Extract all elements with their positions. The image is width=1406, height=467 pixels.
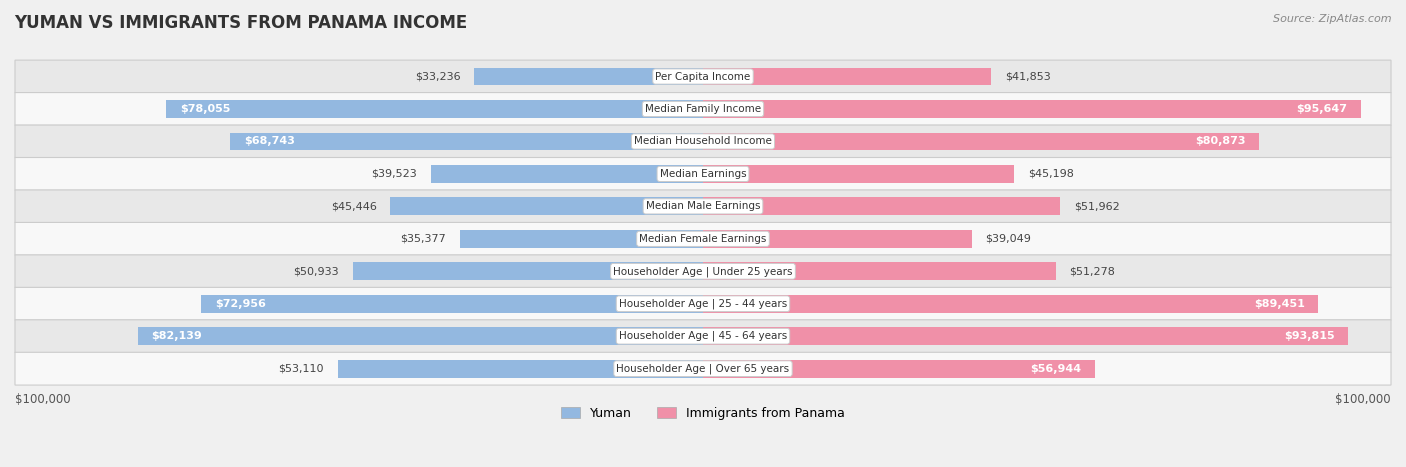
FancyBboxPatch shape: [15, 60, 1391, 93]
Bar: [703, 165, 1014, 183]
Text: Median Female Earnings: Median Female Earnings: [640, 234, 766, 244]
Text: $95,647: $95,647: [1296, 104, 1347, 114]
Text: Source: ZipAtlas.com: Source: ZipAtlas.com: [1274, 14, 1392, 24]
Text: YUMAN VS IMMIGRANTS FROM PANAMA INCOME: YUMAN VS IMMIGRANTS FROM PANAMA INCOME: [14, 14, 467, 32]
Text: $41,853: $41,853: [1005, 71, 1050, 82]
Text: $93,815: $93,815: [1284, 331, 1334, 341]
Bar: [474, 68, 703, 85]
Bar: [138, 327, 703, 345]
Text: Householder Age | Over 65 years: Householder Age | Over 65 years: [616, 363, 790, 374]
FancyBboxPatch shape: [15, 320, 1391, 353]
Text: $35,377: $35,377: [401, 234, 446, 244]
Bar: [337, 360, 703, 378]
FancyBboxPatch shape: [15, 190, 1391, 223]
Text: $39,049: $39,049: [986, 234, 1031, 244]
Text: $80,873: $80,873: [1195, 136, 1246, 147]
Text: Householder Age | Under 25 years: Householder Age | Under 25 years: [613, 266, 793, 276]
Text: $56,944: $56,944: [1029, 364, 1081, 374]
Text: $45,198: $45,198: [1028, 169, 1074, 179]
Bar: [703, 198, 1060, 215]
Bar: [703, 295, 1319, 313]
Bar: [703, 100, 1361, 118]
Text: Householder Age | 45 - 64 years: Householder Age | 45 - 64 years: [619, 331, 787, 341]
Text: $53,110: $53,110: [278, 364, 323, 374]
Text: $72,956: $72,956: [215, 299, 266, 309]
FancyBboxPatch shape: [15, 352, 1391, 385]
Bar: [703, 327, 1348, 345]
Bar: [391, 198, 703, 215]
Text: $100,000: $100,000: [15, 393, 70, 406]
Bar: [703, 262, 1056, 280]
Bar: [703, 360, 1095, 378]
Text: Median Earnings: Median Earnings: [659, 169, 747, 179]
Text: $33,236: $33,236: [415, 71, 461, 82]
Text: $82,139: $82,139: [152, 331, 202, 341]
Text: $51,962: $51,962: [1074, 201, 1121, 212]
FancyBboxPatch shape: [15, 92, 1391, 125]
Bar: [460, 230, 703, 248]
Bar: [201, 295, 703, 313]
FancyBboxPatch shape: [15, 125, 1391, 158]
Text: $89,451: $89,451: [1254, 299, 1305, 309]
Bar: [703, 133, 1260, 150]
Bar: [353, 262, 703, 280]
Text: $45,446: $45,446: [330, 201, 377, 212]
Text: $68,743: $68,743: [243, 136, 295, 147]
Text: $50,933: $50,933: [294, 266, 339, 276]
Text: Median Family Income: Median Family Income: [645, 104, 761, 114]
Text: Median Household Income: Median Household Income: [634, 136, 772, 147]
Legend: Yuman, Immigrants from Panama: Yuman, Immigrants from Panama: [557, 402, 849, 425]
Text: $78,055: $78,055: [180, 104, 231, 114]
FancyBboxPatch shape: [15, 222, 1391, 255]
Text: Median Male Earnings: Median Male Earnings: [645, 201, 761, 212]
Bar: [231, 133, 703, 150]
Text: Per Capita Income: Per Capita Income: [655, 71, 751, 82]
Text: Householder Age | 25 - 44 years: Householder Age | 25 - 44 years: [619, 298, 787, 309]
FancyBboxPatch shape: [15, 287, 1391, 320]
FancyBboxPatch shape: [15, 157, 1391, 190]
FancyBboxPatch shape: [15, 255, 1391, 288]
Text: $100,000: $100,000: [1336, 393, 1391, 406]
Text: $39,523: $39,523: [371, 169, 418, 179]
Bar: [703, 230, 972, 248]
Bar: [432, 165, 703, 183]
Bar: [166, 100, 703, 118]
Text: $51,278: $51,278: [1070, 266, 1115, 276]
Bar: [703, 68, 991, 85]
